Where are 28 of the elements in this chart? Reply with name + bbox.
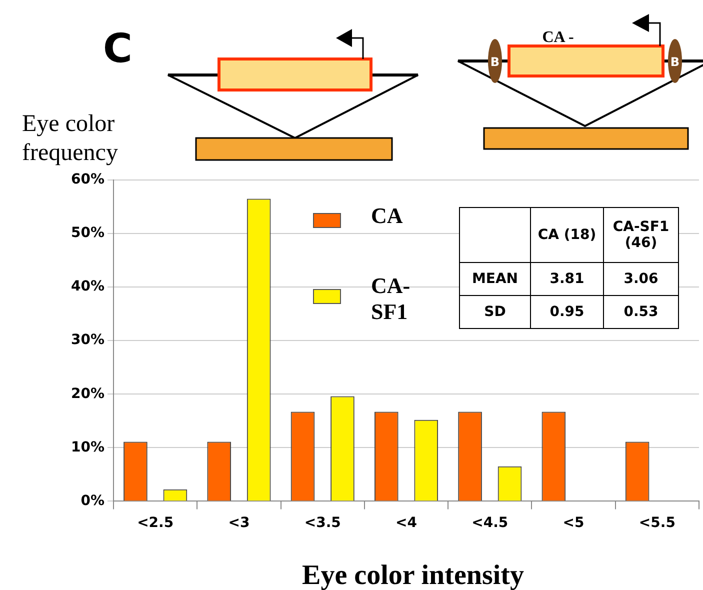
y-tick-label: 0% — [80, 492, 105, 509]
y-tick-label: 10% — [70, 439, 105, 456]
y-axis-title: Eye color frequency — [22, 110, 119, 168]
y-tick-label: 40% — [70, 278, 105, 295]
x-tick-label: <4.5 — [472, 515, 508, 532]
y-tick-label: 30% — [70, 332, 105, 348]
annotation: MEAN — [460, 262, 530, 296]
gene-construct-diagram: B B CA - — [456, 13, 703, 151]
x-tick-label: <5.5 — [638, 515, 676, 532]
annotation: 3.06 — [604, 262, 678, 296]
annotation: 3.81 — [530, 262, 604, 296]
legend-label: CA — [371, 203, 404, 229]
x-tick-label: <4 — [396, 515, 418, 532]
x-tick-label: <5 — [562, 515, 584, 532]
annotation: 0.95 — [530, 296, 604, 328]
y-tick-label: 60% — [70, 172, 105, 188]
text: C — [103, 26, 132, 72]
legend-label: CA-SF1 — [371, 273, 412, 325]
annotation: CA-SF1 (46) — [604, 208, 678, 262]
annotation: CA (18) — [530, 208, 604, 262]
y-tick-label: 50% — [70, 225, 105, 242]
annotation: 0.53 — [604, 296, 678, 328]
x-tick-label: <3.5 — [304, 515, 341, 532]
x-axis-title: Eye color intensity — [301, 560, 525, 590]
annotation: SD — [460, 296, 530, 328]
x-tick-label: <3 — [228, 515, 250, 532]
x-tick-label: <2.5 — [137, 515, 174, 532]
y-tick-label: 20% — [70, 386, 105, 402]
